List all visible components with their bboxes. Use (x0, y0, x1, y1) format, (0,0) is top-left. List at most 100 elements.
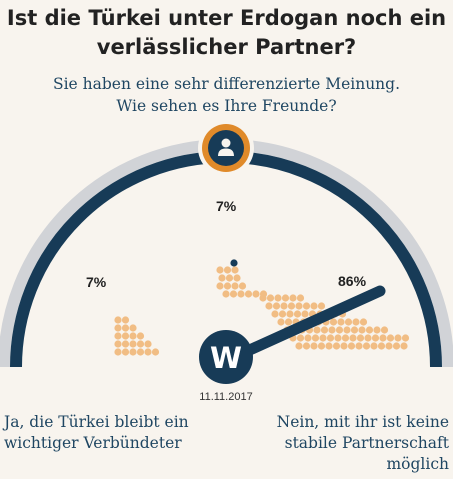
vote-dot-yes (129, 324, 137, 332)
vote-dot-no (379, 334, 387, 342)
vote-dot-neutral (225, 274, 234, 282)
vote-dot-yes (136, 332, 145, 340)
vote-dot-no (373, 326, 381, 334)
gauge-needle (226, 285, 386, 364)
vote-dot-no (392, 342, 401, 350)
vote-dot-no (313, 326, 321, 334)
vote-dot-yes (129, 332, 137, 340)
option-no-line-2: stabile Partnerschaft (284, 434, 449, 452)
vote-dot-no (274, 294, 282, 302)
vote-dot-no (394, 334, 402, 342)
percent-neutral: 7% (216, 198, 237, 214)
vote-dot-no (325, 342, 333, 350)
vote-dot-no (311, 334, 320, 342)
vote-dot-no (335, 326, 344, 334)
logo-badge: W (199, 330, 253, 384)
vote-dot-no (265, 302, 273, 310)
vote-dot-no (301, 310, 309, 318)
vote-dot-yes (114, 340, 122, 348)
vote-dot-no (401, 334, 410, 342)
vote-dot-yes (144, 340, 152, 348)
vote-dot-yes (114, 332, 122, 340)
vote-dot-no (278, 310, 287, 318)
percent-no: 86% (338, 273, 367, 289)
vote-dot-yes (114, 348, 122, 356)
page-title: Ist die Türkei unter Erdogan noch ein ve… (0, 4, 453, 62)
vote-dot-yes (114, 316, 122, 324)
vote-dot-yes (136, 348, 145, 356)
vote-dot-yes (121, 332, 130, 340)
vote-dot-no (359, 318, 368, 326)
subtitle-line-2: Wie sehen es Ihre Freunde? (116, 97, 337, 115)
option-no-line-1: Nein, mit ihr ist keine (276, 413, 449, 431)
vote-dot-no (295, 342, 303, 350)
vote-dot-yes (121, 316, 130, 324)
vote-dot-no (286, 310, 294, 318)
vote-dot-neutral (230, 259, 238, 267)
vote-dot-yes (129, 340, 137, 348)
vote-dot-no (350, 326, 359, 334)
vote-dot-no (296, 334, 305, 342)
vote-dot-no (352, 318, 360, 326)
vote-dot-yes (121, 348, 130, 356)
vote-dot-no (332, 342, 341, 350)
option-yes-label: Ja, die Türkei bleibt ein wichtiger Verb… (4, 412, 214, 454)
vote-dot-no (293, 310, 302, 318)
person-icon (198, 120, 254, 176)
vote-dot-no (320, 326, 329, 334)
vote-dot-no (310, 302, 318, 310)
vote-dot-neutral (218, 274, 226, 282)
vote-dot-neutral (229, 290, 238, 298)
vote-dot-neutral (231, 266, 239, 274)
vote-dot-yes (121, 324, 130, 332)
vote-dot-no (364, 334, 372, 342)
title-line-2: verlässlicher Partner? (96, 35, 357, 59)
vote-dot-no (358, 326, 366, 334)
vote-dot-no (337, 318, 345, 326)
vote-dot-no (326, 334, 335, 342)
vote-dot-no (385, 342, 393, 350)
vote-dot-no (380, 326, 389, 334)
vote-dot-no (377, 342, 386, 350)
vote-dot-no (287, 302, 296, 310)
vote-dot-no (341, 334, 350, 342)
vote-dot-no (328, 326, 336, 334)
vote-dot-no (317, 342, 326, 350)
vote-dot-no (259, 294, 267, 302)
vote-dot-no (334, 334, 342, 342)
vote-dot-no (266, 294, 275, 302)
vote-dot-yes (136, 340, 145, 348)
vote-dot-yes (129, 348, 137, 356)
vote-dot-no (284, 318, 293, 326)
vote-dot-no (371, 334, 380, 342)
vote-dot-no (400, 342, 408, 350)
vote-dot-no (340, 342, 348, 350)
vote-dot-neutral (216, 282, 224, 290)
vote-dot-yes (121, 340, 130, 348)
vote-dot-no (349, 334, 357, 342)
logo-letter: W (210, 341, 242, 375)
vote-dot-no (296, 294, 305, 302)
vote-dot-no (386, 334, 395, 342)
vote-dot-neutral (223, 266, 232, 274)
option-yes-line-1: Ja, die Türkei bleibt ein (4, 413, 189, 431)
vote-dot-neutral (237, 290, 245, 298)
vote-dot-neutral (222, 290, 230, 298)
subtitle: Sie haben eine sehr differenzierte Meinu… (0, 73, 453, 117)
subtitle-line-1: Sie haben eine sehr differenzierte Meinu… (52, 75, 401, 93)
vote-dot-neutral (252, 290, 260, 298)
vote-dot-no (304, 334, 312, 342)
percent-yes: 7% (86, 274, 107, 290)
vote-dot-no (272, 302, 281, 310)
vote-dot-neutral (238, 282, 247, 290)
vote-dot-neutral (233, 274, 241, 282)
vote-dot-no (295, 302, 303, 310)
vote-dot-no (280, 302, 288, 310)
option-no-label: Nein, mit ihr ist keine stabile Partners… (249, 412, 449, 475)
vote-dot-no (356, 334, 365, 342)
vote-dot-no (302, 302, 311, 310)
vote-dot-no (302, 342, 311, 350)
vote-dot-no (317, 302, 326, 310)
vote-dot-no (329, 318, 338, 326)
